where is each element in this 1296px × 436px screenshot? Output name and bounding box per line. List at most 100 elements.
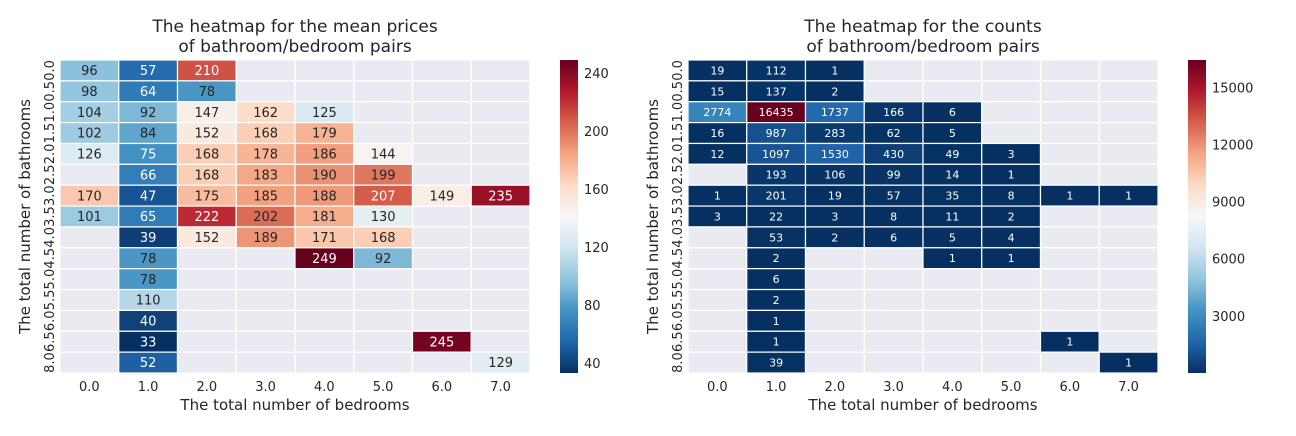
cell-value-label: 110 xyxy=(136,294,161,309)
cell-value-label: 249 xyxy=(312,252,337,267)
x-tick-label: 4.0 xyxy=(314,380,335,395)
x-tick-label: 6.0 xyxy=(432,380,453,395)
colorbar-tick-label: 3000 xyxy=(1212,310,1245,325)
cell-value-label: 62 xyxy=(887,127,901,140)
cell-value-label: 179 xyxy=(312,127,337,142)
cell-value-label: 39 xyxy=(140,231,157,246)
cell-value-label: 102 xyxy=(77,127,102,142)
cell-value-label: 222 xyxy=(194,210,219,225)
x-tick-label: 5.0 xyxy=(1001,380,1022,395)
y-tick-label: 5.0 xyxy=(43,269,58,290)
colorbar xyxy=(560,60,578,373)
y-tick-label: 1.0 xyxy=(43,102,58,123)
cell-value-label: 2 xyxy=(1008,210,1015,223)
cell-value-label: 66 xyxy=(140,168,157,183)
y-axis-label: The total number of bathrooms xyxy=(644,99,662,335)
cell-value-label: 126 xyxy=(77,148,102,163)
y-tick-label: 8.0 xyxy=(43,352,58,373)
colorbar-tick-label: 15000 xyxy=(1212,81,1253,96)
cell-value-label: 92 xyxy=(140,106,157,121)
cell-value-label: 57 xyxy=(887,190,901,203)
cell-value-label: 193 xyxy=(766,169,787,182)
y-tick-label: 4.5 xyxy=(671,248,686,269)
cell-value-label: 64 xyxy=(140,85,157,100)
cell-value-label: 15 xyxy=(710,85,724,98)
cell-value-label: 2774 xyxy=(703,106,731,119)
cell-value-label: 65 xyxy=(140,210,157,225)
cell-value-label: 987 xyxy=(766,127,787,140)
cell-value-label: 99 xyxy=(887,169,901,182)
cell-value-label: 3 xyxy=(714,210,721,223)
cell-value-label: 235 xyxy=(488,189,513,204)
cell-value-label: 170 xyxy=(77,189,102,204)
y-tick-label: 0.0 xyxy=(43,60,58,81)
y-tick-label: 1.5 xyxy=(43,123,58,144)
cell-value-label: 11 xyxy=(945,210,959,223)
x-tick-label: 1.0 xyxy=(766,380,787,395)
cell-value-label: 168 xyxy=(253,127,278,142)
x-tick-label: 2.0 xyxy=(825,380,846,395)
y-tick-label: 1.5 xyxy=(671,123,686,144)
cell-value-label: 1530 xyxy=(821,148,849,161)
cell-value-label: 152 xyxy=(194,127,219,142)
cell-value-label: 78 xyxy=(140,252,157,267)
colorbar-tick-label: 6000 xyxy=(1212,253,1245,268)
cell-value-label: 6 xyxy=(949,106,956,119)
cell-value-label: 125 xyxy=(312,106,337,121)
cell-value-label: 2 xyxy=(831,85,838,98)
cell-value-label: 84 xyxy=(140,127,157,142)
y-axis-label: The total number of bathrooms xyxy=(16,99,34,335)
cell-value-label: 1 xyxy=(773,315,780,328)
cell-value-label: 1 xyxy=(831,64,838,77)
cell-value-label: 2 xyxy=(831,231,838,244)
cell-value-label: 1 xyxy=(1008,169,1015,182)
x-tick-label: 7.0 xyxy=(1118,380,1139,395)
colorbar-tick-label: 40 xyxy=(584,357,601,372)
cell-value-label: 210 xyxy=(194,64,219,79)
cell-value-label: 12 xyxy=(710,148,724,161)
colorbar-tick-label: 9000 xyxy=(1212,196,1245,211)
cell-value-label: 16435 xyxy=(759,106,794,119)
cell-value-label: 1 xyxy=(1066,336,1073,349)
x-tick-label: 2.0 xyxy=(197,380,218,395)
cell-value-label: 33 xyxy=(140,335,157,350)
cell-value-label: 185 xyxy=(253,189,278,204)
cell-value-label: 106 xyxy=(824,169,845,182)
cell-value-label: 1 xyxy=(1008,252,1015,265)
x-tick-label: 7.0 xyxy=(490,380,511,395)
cell-value-label: 1 xyxy=(949,252,956,265)
cell-value-label: 3 xyxy=(1008,148,1015,161)
cell-value-label: 57 xyxy=(140,64,157,79)
cell-value-label: 181 xyxy=(312,210,337,225)
cell-value-label: 199 xyxy=(371,168,396,183)
chart-title-line: The heatmap for the mean prices xyxy=(151,17,438,37)
cell-value-label: 101 xyxy=(77,210,102,225)
cell-value-label: 188 xyxy=(312,189,337,204)
y-tick-label: 0.5 xyxy=(43,81,58,102)
y-tick-label: 4.5 xyxy=(43,248,58,269)
cell-value-label: 1 xyxy=(773,336,780,349)
colorbar xyxy=(1188,60,1206,373)
y-tick-label: 4.0 xyxy=(43,227,58,248)
cell-value-label: 112 xyxy=(766,64,787,77)
x-axis-label: The total number of bedrooms xyxy=(807,396,1037,414)
x-tick-label: 1.0 xyxy=(138,380,159,395)
x-axis-label: The total number of bedrooms xyxy=(179,396,409,414)
cell-value-label: 147 xyxy=(194,106,219,121)
y-tick-label: 5.5 xyxy=(43,290,58,311)
cell-value-label: 202 xyxy=(253,210,278,225)
cell-value-label: 186 xyxy=(312,148,337,163)
x-tick-label: 5.0 xyxy=(373,380,394,395)
cell-value-label: 14 xyxy=(945,169,959,182)
y-tick-label: 8.0 xyxy=(671,352,686,373)
chart-title: The heatmap for the counts of bathroom/be… xyxy=(803,17,1042,57)
cell-value-label: 190 xyxy=(312,168,337,183)
cell-value-label: 8 xyxy=(890,210,897,223)
colorbar-tick-label: 160 xyxy=(584,183,609,198)
colorbar-tick-label: 200 xyxy=(584,125,609,140)
y-tick-label: 4.0 xyxy=(671,227,686,248)
x-tick-label: 6.0 xyxy=(1060,380,1081,395)
